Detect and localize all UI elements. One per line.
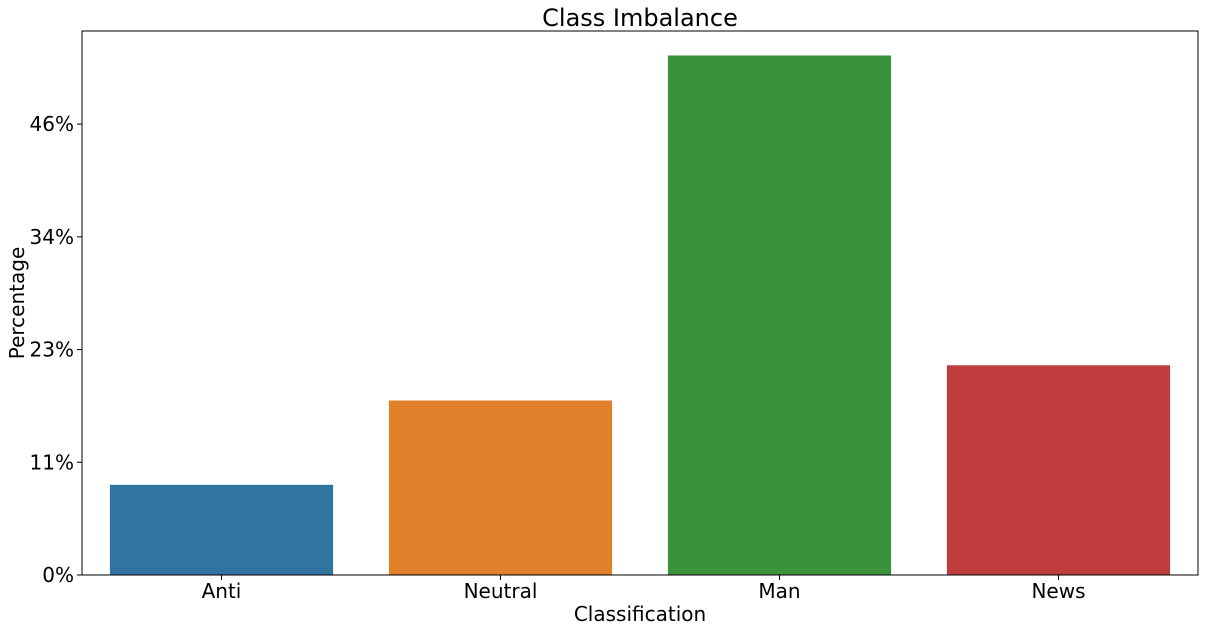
x-tick-label: Anti <box>202 579 242 603</box>
bars-group <box>109 55 1171 575</box>
y-tick-label: 46% <box>30 112 74 136</box>
bar-neutral <box>388 400 613 575</box>
bar-news <box>946 365 1171 575</box>
y-tick-label: 0% <box>42 563 74 587</box>
chart-title: Class Imbalance <box>542 4 738 32</box>
y-axis-ticks: 0% 11% 23% 34% 46% <box>30 112 82 587</box>
plot-frame <box>81 30 1199 576</box>
x-axis-label: Classification <box>574 602 706 626</box>
y-axis-label: Percentage <box>5 247 29 360</box>
x-tick-label: Neutral <box>464 579 538 603</box>
bar-anti <box>109 484 334 575</box>
y-tick-label: 11% <box>30 450 74 474</box>
y-tick-label: 34% <box>30 225 74 249</box>
x-tick-label: News <box>1031 579 1085 603</box>
x-axis-ticks: Anti Neutral Man News <box>202 575 1086 603</box>
bar-man <box>667 55 892 575</box>
x-tick-label: Man <box>758 579 800 603</box>
y-tick-label: 23% <box>30 338 74 362</box>
